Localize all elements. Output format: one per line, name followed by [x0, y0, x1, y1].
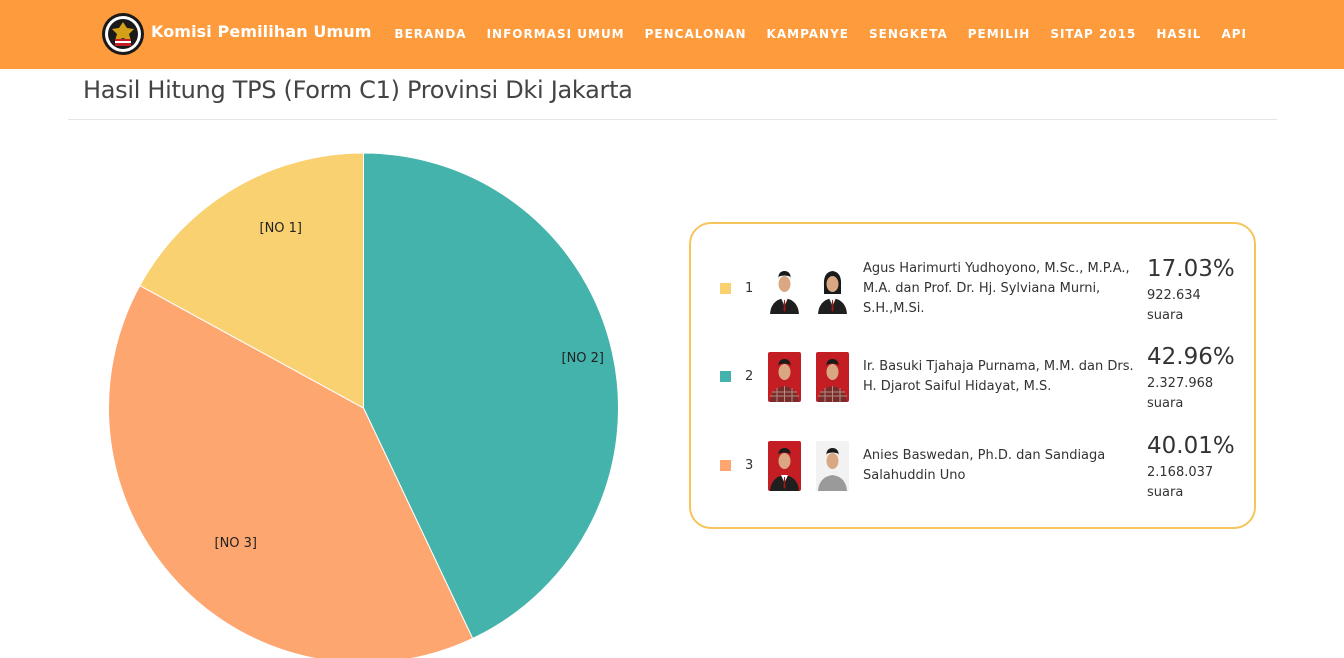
candidate-photo: [768, 352, 801, 402]
pie-slice-2[interactable]: [363, 152, 619, 640]
vote-count: 2.327.968: [1147, 376, 1214, 391]
candidate-names: Agus Harimurti Yudhoyono, M.Sc., M.P.A.,…: [863, 261, 1130, 316]
legend-swatch: [720, 283, 731, 294]
candidate-photo: [768, 264, 801, 314]
legend-swatch: [720, 460, 731, 471]
nav-informasi-umum[interactable]: INFORMASI UMUM: [486, 27, 625, 41]
nav-api[interactable]: API: [1221, 27, 1247, 41]
candidate-votes: 2.327.968 suara: [1147, 374, 1213, 414]
nav-pencalonan[interactable]: PENCALONAN: [644, 27, 747, 41]
candidate-number: 3: [745, 458, 754, 473]
nav-pemilih[interactable]: PEMILIH: [967, 27, 1031, 41]
nav-sengketa[interactable]: SENGKETA: [868, 27, 948, 41]
candidate-names: Ir. Basuki Tjahaja Purnama, M.M. dan Drs…: [863, 359, 1134, 394]
nav-beranda[interactable]: BERANDA: [394, 27, 467, 41]
candidate-photo: [768, 441, 801, 491]
running-mate-photo: [816, 352, 849, 402]
vote-unit: suara: [1147, 396, 1184, 411]
nav-sitap-2015[interactable]: SITAP 2015: [1050, 27, 1137, 41]
candidate-names: Anies Baswedan, Ph.D. dan Sandiaga Salah…: [863, 448, 1106, 483]
candidate-percent: 17.03%: [1147, 256, 1235, 282]
candidate-row-2: 2 Ir. Basuki Tjahaja Purnama, M.M. dan D…: [691, 344, 1254, 424]
candidate-percent: 42.96%: [1147, 344, 1235, 370]
candidate-percent: 40.01%: [1147, 433, 1235, 459]
candidate-row-3: 3 Anies Baswedan, Ph.D. dan Sandiaga Sal…: [691, 433, 1254, 513]
title-divider: [68, 119, 1277, 120]
vote-count: 2.168.037: [1147, 465, 1214, 480]
top-navbar: Komisi Pemilihan Umum BERANDA INFORMASI …: [0, 0, 1344, 69]
vote-count: 922.634: [1147, 288, 1201, 303]
legend-swatch: [720, 371, 731, 382]
vote-unit: suara: [1147, 308, 1184, 323]
page-title: Hasil Hitung TPS (Form C1) Provinsi Dki …: [83, 76, 633, 104]
main-nav: BERANDA INFORMASI UMUM PENCALONAN KAMPAN…: [374, 27, 1247, 41]
kpu-logo-icon: [102, 13, 144, 55]
vote-unit: suara: [1147, 485, 1184, 500]
brand-link[interactable]: Komisi Pemilihan Umum: [101, 11, 372, 57]
candidate-votes: 922.634 suara: [1147, 286, 1201, 326]
candidate-number: 2: [745, 369, 754, 384]
pie-slice-1[interactable]: [139, 152, 364, 409]
candidate-number: 1: [745, 281, 754, 296]
running-mate-photo: [816, 264, 849, 314]
running-mate-photo: [816, 441, 849, 491]
brand-title[interactable]: Komisi Pemilihan Umum: [151, 21, 372, 41]
candidate-votes: 2.168.037 suara: [1147, 463, 1213, 503]
nav-hasil[interactable]: HASIL: [1156, 27, 1202, 41]
results-legend: 1 Agus Harimurti Yudhoyono, M.Sc., M.P.A…: [689, 222, 1256, 529]
nav-kampanye[interactable]: KAMPANYE: [766, 27, 849, 41]
candidate-row-1: 1 Agus Harimurti Yudhoyono, M.Sc., M.P.A…: [691, 256, 1254, 336]
pie-slice-3[interactable]: [108, 284, 474, 658]
